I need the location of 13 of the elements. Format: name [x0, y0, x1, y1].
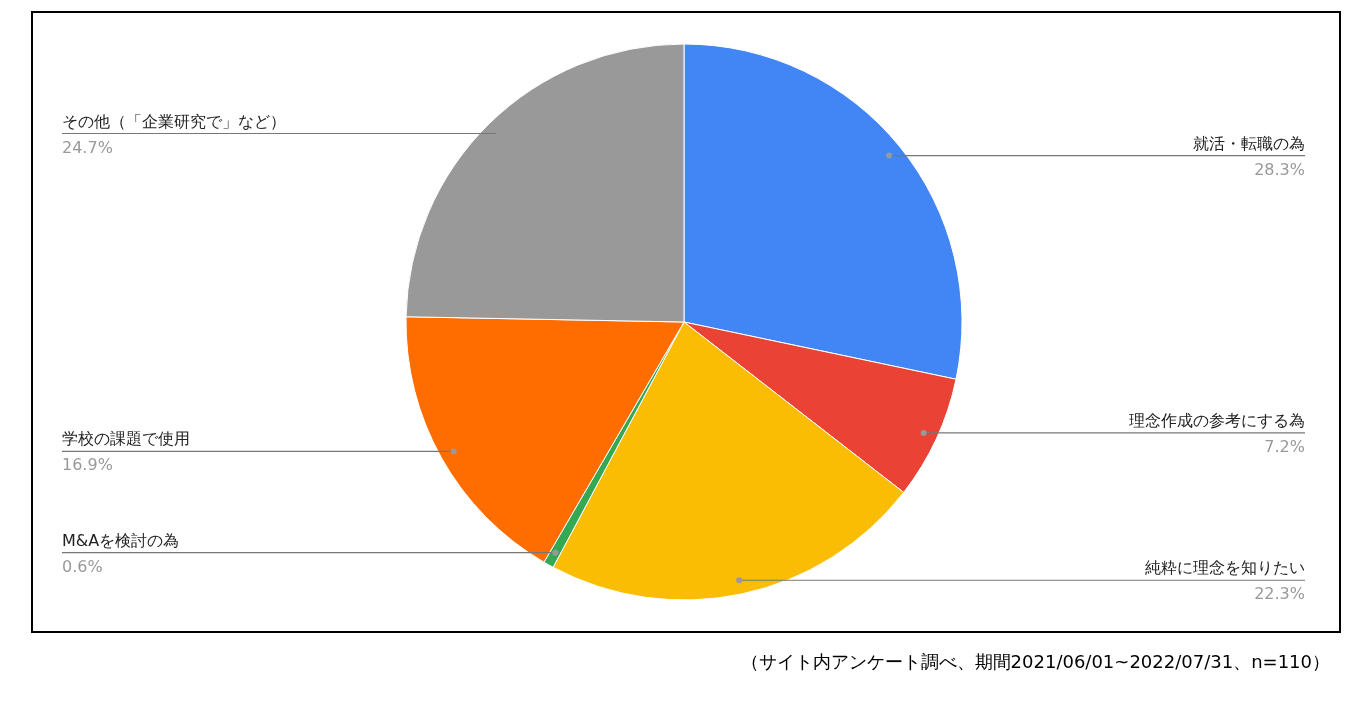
slice-label: 純粋に理念を知りたい	[1145, 558, 1305, 578]
text: （サイト内アンケート調べ、期間2021/06/01~2022/07/31、n=110）	[740, 651, 1330, 672]
data-label: 16.9%	[62, 455, 113, 475]
slice-label: 就活・転職の為	[1193, 133, 1305, 153]
slice-label: M&Aを検討の為	[62, 530, 180, 550]
slice-label: 理念作成の参考にする為	[1129, 410, 1305, 430]
slice-label: 学校の課題で使用	[62, 429, 190, 449]
data-label: 24.7%	[62, 137, 113, 157]
data-label: 0.6%	[62, 556, 103, 576]
data-label: 22.3%	[1254, 584, 1305, 604]
data-label: 28.3%	[1254, 159, 1305, 179]
slice-label: その他（「企業研究で」など）	[62, 111, 286, 131]
data-label: 7.2%	[1264, 436, 1305, 456]
